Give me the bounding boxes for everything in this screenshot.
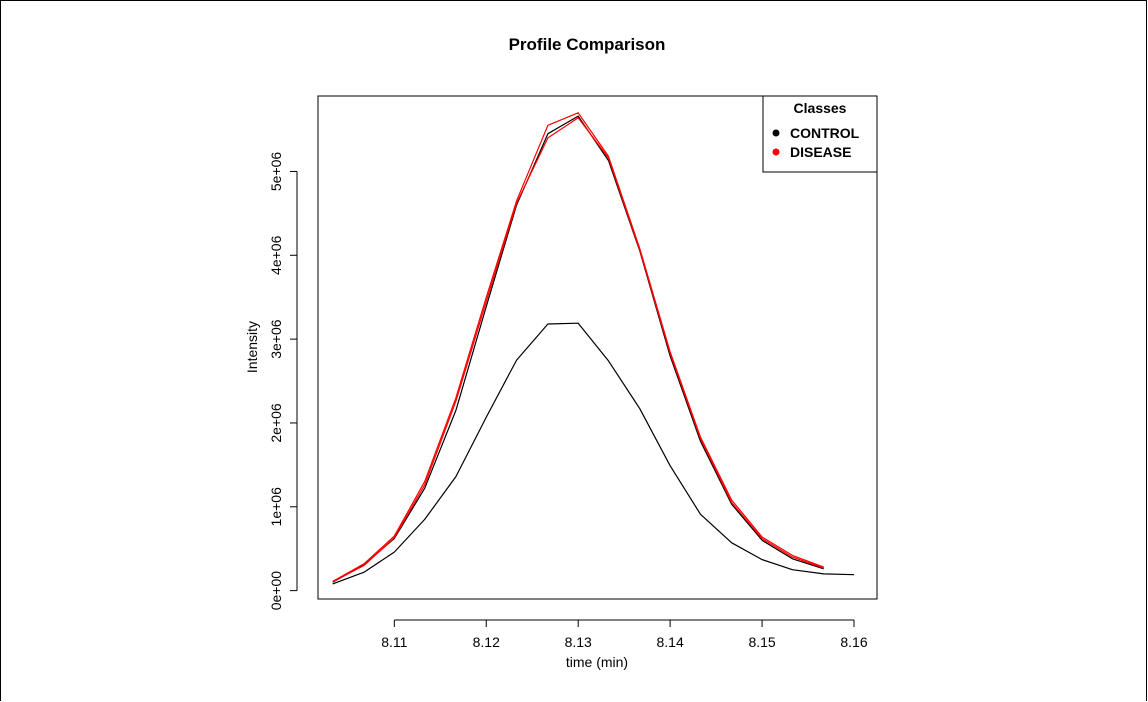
chart-title: Profile Comparison [509, 35, 666, 54]
x-tick-label: 8.14 [657, 634, 684, 650]
y-axis: 0e+00 1e+06 2e+06 3e+06 4e+06 5e+06 [268, 152, 298, 611]
x-axis: 8.11 8.12 8.13 8.14 8.15 8.16 [381, 619, 868, 650]
y-tick-label: 4e+06 [268, 235, 284, 275]
y-tick-label: 0e+00 [268, 571, 284, 611]
x-tick-label: 8.12 [473, 634, 500, 650]
legend-marker-disease [772, 148, 780, 156]
y-tick-label: 2e+06 [268, 403, 284, 443]
series-line-control-1 [332, 115, 824, 583]
legend-title: Classes [794, 100, 847, 116]
series-layer [332, 112, 855, 585]
series-line-disease-3 [332, 112, 824, 582]
x-tick-label: 8.16 [840, 634, 867, 650]
x-tick-label: 8.13 [565, 634, 592, 650]
legend-entries: CONTROL DISEASE [772, 125, 860, 160]
legend-marker-control [772, 129, 780, 137]
legend: Classes CONTROL DISEASE [762, 95, 878, 173]
legend-box [762, 95, 878, 173]
series-line-disease-4 [332, 117, 824, 583]
y-axis-label: Intensity [244, 321, 260, 373]
plot-area-border [317, 95, 878, 600]
y-tick-label: 5e+06 [268, 152, 284, 192]
series-line-control-2 [332, 322, 855, 585]
y-tick-label: 1e+06 [268, 487, 284, 527]
x-tick-label: 8.15 [748, 634, 775, 650]
x-tick-label: 8.11 [381, 634, 407, 650]
legend-label-control: CONTROL [790, 125, 860, 141]
y-tick-label: 3e+06 [268, 319, 284, 359]
legend-label-disease: DISEASE [790, 144, 851, 160]
x-axis-label: time (min) [566, 654, 628, 670]
